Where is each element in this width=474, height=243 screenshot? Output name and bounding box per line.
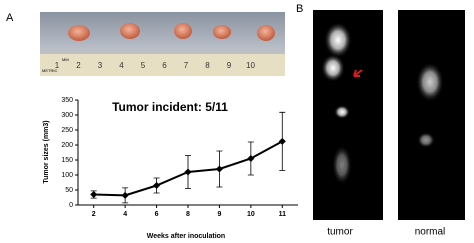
ruler-brand: METRIC (42, 68, 57, 73)
x-tick-label: 2 (92, 211, 96, 218)
panel-label: B (296, 3, 303, 15)
ruler-label: 3 (98, 61, 103, 70)
x-tick-label: 9 (217, 211, 221, 218)
y-tick-label: 0 (69, 202, 73, 209)
tumor-sample (213, 25, 231, 39)
signal (417, 132, 435, 148)
x-tick-label: 11 (279, 211, 287, 218)
x-tick-label: 6 (155, 211, 159, 218)
y-tick-label: 50 (65, 187, 73, 194)
ruler-label: 2 (76, 61, 81, 70)
ruler-label: 7 (184, 61, 189, 70)
tumor-sample (257, 25, 275, 41)
x-tick-label: 8 (186, 211, 190, 218)
marker (153, 181, 161, 190)
marker (121, 191, 129, 199)
ruler-label: 4 (119, 61, 124, 70)
annotation: Tumor incident: 5/11 (112, 100, 228, 114)
tumor-sample (120, 23, 140, 39)
tumor-photo: MM METRIC (40, 12, 285, 76)
ruler (40, 54, 285, 76)
y-tick-label: 150 (61, 157, 73, 164)
tumor-sample (174, 23, 192, 39)
ruler-label: 8 (205, 61, 210, 70)
y-tick-label: 300 (61, 112, 73, 119)
signal (416, 62, 444, 102)
imaging: tumor normal (313, 10, 465, 238)
image-label: normal (415, 227, 446, 238)
y-tick-label: 100 (61, 172, 73, 179)
signal (332, 145, 352, 185)
ruler-unit: MM (62, 57, 69, 62)
image-label: tumor (327, 227, 353, 238)
signal (321, 54, 345, 82)
tumor-sample (68, 25, 90, 41)
ruler-label: 6 (162, 61, 167, 70)
signal (334, 105, 350, 119)
marker (184, 168, 192, 176)
ruler-label: 1 (55, 61, 60, 70)
marker (90, 190, 98, 199)
arrow (353, 69, 363, 77)
x-tick-label: 4 (123, 211, 127, 218)
signal (324, 22, 352, 58)
y-axis-label: Tumor sizes (mm3) (43, 120, 50, 183)
x-axis-label: Weeks after inoculation (147, 233, 225, 240)
panel-label: A (6, 12, 14, 24)
marker (278, 137, 286, 145)
x-tick-label: 10 (247, 211, 255, 218)
y-tick-label: 350 (61, 97, 73, 104)
marker (247, 154, 255, 163)
y-tick-label: 250 (61, 127, 73, 134)
ruler-label: 10 (246, 61, 255, 70)
y-tick-label: 200 (61, 142, 73, 149)
ruler-label: 9 (227, 61, 232, 70)
marker (215, 165, 223, 173)
normal-image (398, 10, 465, 220)
ruler-label: 5 (141, 61, 146, 70)
